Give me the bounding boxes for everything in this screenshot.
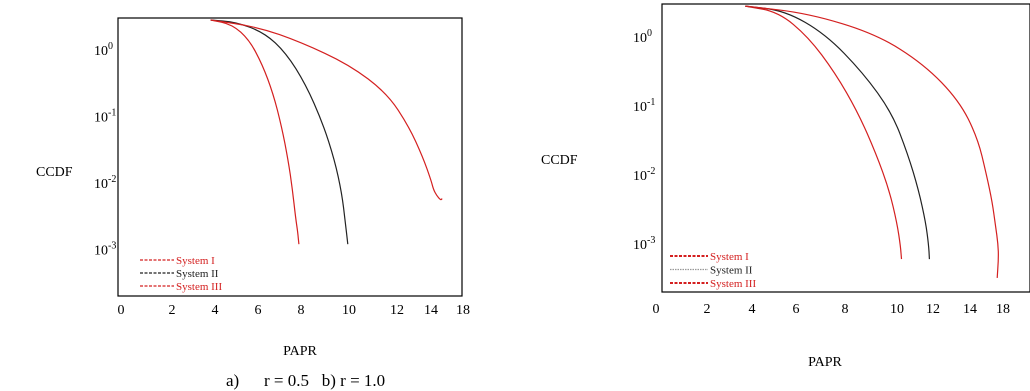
legend-label-2: System II xyxy=(710,265,753,277)
legend-label-3: System III xyxy=(176,281,222,293)
caption-label-a: a) xyxy=(226,371,239,390)
y-tick-label: 100 xyxy=(633,28,652,46)
chart-panel-b: CCDF PAPR 0 2 4 6 8 10 12 14 18 100 10-1 10-2 10-3 Syst… xyxy=(541,3,1030,370)
x-tick-label: 12 xyxy=(926,302,940,317)
y-tick-label: 10-1 xyxy=(94,107,116,125)
x-tick-label: 4 xyxy=(212,303,219,318)
y-tick-label: 10-2 xyxy=(633,166,655,184)
y-axis-label: CCDF xyxy=(541,153,578,168)
x-tick-label: 8 xyxy=(842,302,849,317)
x-tick-label: 8 xyxy=(298,303,305,318)
chart-panel-a: CCDF PAPR 0 2 4 6 8 10 12 14 18 100 10-1 10-2 10-3 Syst… xyxy=(36,17,470,359)
figure-caption: r = 0.5 b) r = 1.0 xyxy=(264,371,385,390)
x-tick-label: 10 xyxy=(342,303,356,318)
series-line-2 xyxy=(210,19,349,245)
y-tick-label: 10-3 xyxy=(633,235,655,253)
legend-label-1: System I xyxy=(710,251,749,263)
legend-label-2: System II xyxy=(176,268,219,280)
x-tick-label: 0 xyxy=(653,302,660,317)
series-line-2 xyxy=(745,5,930,260)
x-tick-label: 2 xyxy=(704,302,711,317)
legend-label-3: System III xyxy=(710,278,756,290)
x-tick-label: 6 xyxy=(255,303,262,318)
x-tick-label: 18 xyxy=(456,303,470,318)
series-line-1 xyxy=(745,5,903,260)
x-tick-label: 14 xyxy=(963,302,977,317)
x-axis-label: PAPR xyxy=(283,344,317,359)
x-tick-label: 0 xyxy=(118,303,125,318)
y-tick-label: 10-1 xyxy=(633,97,655,115)
x-axis-label: PAPR xyxy=(808,355,842,370)
series-line-1 xyxy=(210,19,300,245)
x-tick-label: 18 xyxy=(996,302,1010,317)
x-tick-label: 14 xyxy=(424,303,438,318)
x-tick-label: 6 xyxy=(793,302,800,317)
y-tick-label: 10-3 xyxy=(94,240,116,258)
plot-frame xyxy=(117,17,463,297)
y-tick-label: 100 xyxy=(94,41,113,59)
series-line-3 xyxy=(745,5,999,278)
y-axis-label: CCDF xyxy=(36,165,73,180)
legend-label-1: System I xyxy=(176,255,215,267)
plot-frame xyxy=(661,3,1030,293)
x-tick-label: 12 xyxy=(390,303,404,318)
series-line-3 xyxy=(210,19,443,201)
x-tick-label: 10 xyxy=(890,302,904,317)
x-tick-label: 2 xyxy=(169,303,176,318)
x-tick-label: 4 xyxy=(749,302,756,317)
y-tick-label: 10-2 xyxy=(94,174,116,192)
